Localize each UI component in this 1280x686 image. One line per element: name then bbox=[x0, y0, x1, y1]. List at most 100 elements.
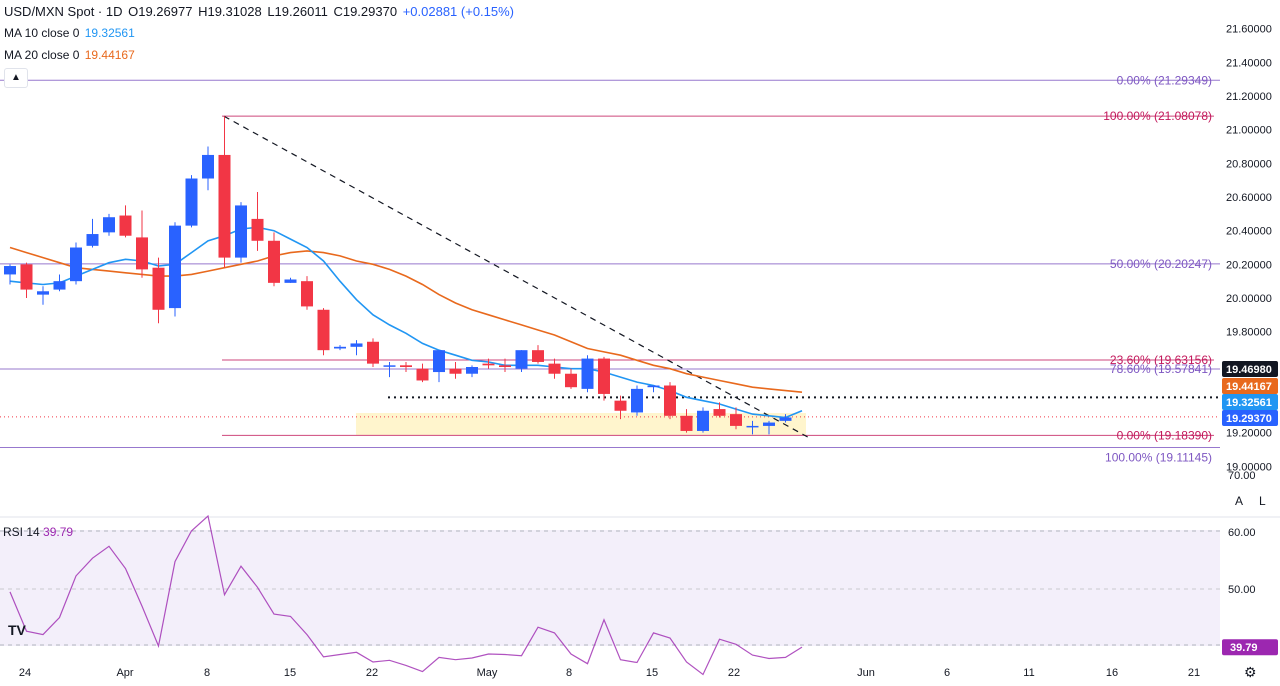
time-axis-tick: 15 bbox=[646, 667, 658, 679]
candle-body bbox=[169, 225, 181, 309]
ma10-legend[interactable]: MA 10 close 0 19.32561 bbox=[4, 26, 137, 40]
rsi-line bbox=[9, 514, 803, 676]
ma20-legend[interactable]: MA 20 close 0 19.44167 bbox=[4, 48, 137, 62]
candle-body bbox=[367, 341, 379, 364]
open-value: O19.26977 bbox=[128, 4, 193, 19]
candle-body bbox=[499, 365, 511, 368]
candle-body bbox=[565, 373, 577, 388]
fib-label-gap bbox=[1214, 354, 1222, 367]
candle-body bbox=[400, 365, 412, 368]
time-axis-tick: 8 bbox=[204, 667, 210, 679]
gear-icon[interactable]: ⚙ bbox=[1244, 664, 1257, 680]
candle-body bbox=[730, 414, 742, 426]
price-axis-tick: 20.60000 bbox=[1226, 192, 1272, 204]
price-axis-tick: 21.60000 bbox=[1226, 24, 1272, 36]
time-axis-tick: 22 bbox=[366, 667, 378, 679]
fib-level-label: 0.00% (19.18390) bbox=[1117, 428, 1212, 442]
time-axis-tick: Apr bbox=[116, 667, 133, 679]
change-value: +0.02881 (+0.15%) bbox=[402, 4, 515, 19]
ma20-label: MA 20 close 0 bbox=[4, 48, 80, 62]
candle-body bbox=[515, 350, 528, 369]
candle-body bbox=[4, 266, 16, 275]
axis-layer: 21.60000 21.40000 21.20000 21.00000 20.80000… bbox=[19, 24, 1278, 679]
candle-body bbox=[284, 279, 297, 283]
candle-body bbox=[383, 365, 396, 367]
symbol-title[interactable]: USD/MXN Spot · 1D bbox=[4, 4, 123, 19]
candle-body bbox=[532, 350, 544, 362]
candle-body bbox=[136, 237, 148, 270]
fib-label-gap bbox=[1214, 110, 1222, 123]
candle-body bbox=[581, 358, 594, 389]
candle-body bbox=[86, 234, 99, 246]
tradingview-logo-icon: TV bbox=[8, 622, 26, 638]
fibonacci-layer: 0.00% (21.29349) 100.00% (21.08078) 50.00%… bbox=[0, 73, 1222, 465]
range-highlight bbox=[356, 413, 806, 435]
price-axis-label: 19.29370 bbox=[1226, 413, 1272, 425]
candle-body bbox=[350, 343, 363, 347]
rsi-axis-label: 39.79 bbox=[1230, 642, 1258, 654]
time-axis-tick: 11 bbox=[1023, 667, 1034, 679]
auto-scale-button[interactable]: A bbox=[1235, 494, 1244, 508]
candle-body bbox=[548, 363, 561, 374]
candle-body bbox=[482, 363, 495, 366]
candle-body bbox=[152, 267, 165, 310]
price-axis-tick: 21.40000 bbox=[1226, 57, 1272, 69]
candle-body bbox=[202, 154, 214, 179]
candle-body bbox=[334, 346, 346, 349]
price-axis-tick: 20.40000 bbox=[1226, 226, 1272, 238]
price-axis-label-bg bbox=[1222, 410, 1278, 426]
rsi-axis-tick: 50.00 bbox=[1228, 584, 1256, 596]
time-axis-tick: 8 bbox=[566, 667, 572, 679]
rsi-axis-label-bg bbox=[1222, 639, 1278, 656]
fib-level-label: 78.60% (19.57841) bbox=[1110, 362, 1212, 376]
candle-body bbox=[317, 309, 330, 351]
candle-body bbox=[664, 385, 676, 416]
candle-body bbox=[185, 178, 198, 226]
candle-body bbox=[746, 425, 759, 428]
symbol-legend: USD/MXN Spot · 1D O19.26977 H19.31028 L1… bbox=[4, 4, 516, 19]
trendline-dashed bbox=[223, 115, 813, 440]
price-axis-tick: 19.20000 bbox=[1226, 428, 1272, 440]
candle-body bbox=[53, 281, 66, 290]
candle-body bbox=[301, 281, 313, 307]
candle-layer bbox=[4, 116, 792, 435]
candle-body bbox=[614, 400, 627, 411]
fib-level-label: 0.00% (21.29349) bbox=[1117, 73, 1212, 87]
candle-body bbox=[647, 385, 660, 388]
log-scale-button[interactable]: L bbox=[1259, 494, 1266, 508]
candle-body bbox=[235, 205, 247, 258]
candle-body bbox=[466, 367, 478, 374]
price-axis-label: 19.44167 bbox=[1226, 381, 1272, 393]
rsi-axis-tick: 60.00 bbox=[1228, 527, 1256, 539]
time-axis-tick: 24 bbox=[19, 667, 31, 679]
low-value: L19.26011 bbox=[267, 4, 328, 19]
fib-level-label: 100.00% (19.11145) bbox=[1105, 451, 1212, 465]
candle-body bbox=[763, 422, 775, 426]
ma10-label: MA 10 close 0 bbox=[4, 26, 80, 40]
time-axis-tick: 15 bbox=[284, 667, 296, 679]
price-axis-tick: 19.00000 bbox=[1226, 461, 1272, 473]
price-axis-label-bg bbox=[1222, 361, 1278, 377]
candle-body bbox=[631, 388, 643, 413]
time-axis-tick: 16 bbox=[1106, 667, 1118, 679]
rsi-label: RSI 14 bbox=[3, 525, 40, 539]
price-axis-tick: 20.00000 bbox=[1226, 293, 1272, 305]
rsi-background bbox=[0, 530, 1220, 646]
price-axis-tick: 21.00000 bbox=[1226, 125, 1272, 137]
rsi-axis-tick: 70.00 bbox=[1228, 470, 1256, 482]
chevron-up-icon[interactable]: ▲ bbox=[4, 68, 28, 88]
price-axis-label-bg bbox=[1222, 378, 1278, 394]
rsi-legend[interactable]: RSI 14 39.79 bbox=[3, 525, 73, 539]
fib-label-gap bbox=[1214, 429, 1222, 442]
time-axis-tick: 6 bbox=[944, 667, 950, 679]
candle-body bbox=[680, 415, 693, 431]
price-axis-label-bg bbox=[1222, 394, 1278, 410]
candle-body bbox=[416, 368, 429, 381]
fib-level-label: 50.00% (20.20247) bbox=[1110, 257, 1212, 271]
candle-body bbox=[433, 350, 445, 373]
candle-body bbox=[713, 409, 726, 416]
candle-body bbox=[218, 154, 231, 258]
ma20-value: 19.44167 bbox=[84, 48, 135, 62]
rsi-layer bbox=[9, 514, 803, 676]
